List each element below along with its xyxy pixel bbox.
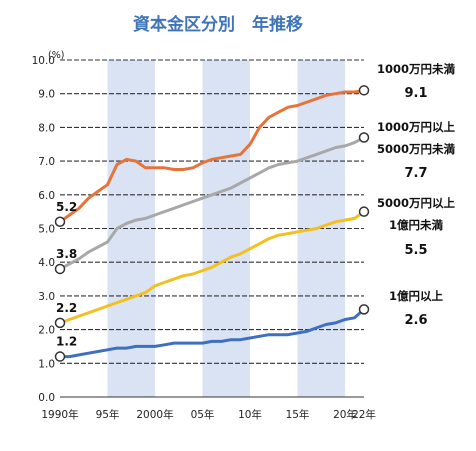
- y-tick-label: 1.0: [38, 358, 55, 370]
- series-line-0: [58, 88, 366, 224]
- x-tick-label: 10年: [238, 408, 262, 421]
- series-labels: 5.2 1000万円未満 9.1 3.8 1000万円以上 5000万円未満 7.7 2.2 5…: [56, 62, 455, 349]
- series-end-point-3: [358, 304, 370, 315]
- series-start-value: 5.2: [56, 200, 77, 214]
- y-tick-label: 4.0: [38, 257, 55, 269]
- series-end-label: 5000万円未満: [377, 142, 456, 156]
- grid-lines: [60, 59, 364, 398]
- x-tick-label: 1990年: [41, 408, 78, 421]
- series-end-point-2: [358, 206, 370, 217]
- series-start-value: 3.8: [56, 247, 77, 261]
- y-tick-label: 0.0: [38, 392, 55, 404]
- series-end-point-0: [358, 85, 370, 96]
- series-start-value: 2.2: [56, 301, 77, 315]
- series-end-label: 1000万円未満: [377, 62, 456, 76]
- series-end-value: 9.1: [404, 86, 427, 101]
- series-start-point-1: [54, 263, 66, 275]
- x-tick-label: 05年: [191, 408, 215, 421]
- series-end-label: 1000万円以上: [377, 120, 456, 134]
- x-tick-label: 2000年: [136, 408, 173, 421]
- y-axis-ticks: 0.0 1.0 2.0 3.0 4.0 5.0 6.0 7.0 8.0 9.0 10.0: [32, 55, 55, 404]
- x-tick-label: 15年: [286, 408, 310, 421]
- y-tick-label: 2.0: [38, 325, 55, 337]
- y-tick-label: 8.0: [38, 122, 55, 134]
- series-start-point-3: [54, 351, 66, 362]
- y-tick-label: 5.0: [38, 224, 55, 236]
- series-end-point-1: [358, 132, 370, 143]
- series-start-value: 1.2: [56, 335, 77, 349]
- series-end-label: 5000万円以上: [377, 196, 456, 210]
- y-axis-unit: (%): [48, 50, 64, 61]
- series-line-3: [58, 307, 366, 359]
- x-tick-label: 20年: [333, 408, 357, 421]
- series-start-point-0: [54, 216, 66, 228]
- series-end-label: 1億円以上: [389, 289, 444, 303]
- series-end-value: 2.6: [404, 313, 427, 328]
- chart-title: 資本金区分別 年推移: [133, 14, 303, 35]
- series-start-point-2: [54, 317, 66, 329]
- x-tick-label: 22年: [352, 408, 376, 421]
- series-line-1: [58, 136, 366, 271]
- series-lines: [54, 85, 370, 362]
- y-tick-label: 3.0: [38, 291, 55, 303]
- y-tick-label: 7.0: [38, 156, 55, 168]
- series-end-label: 1億円未満: [389, 218, 444, 232]
- y-tick-label: 6.0: [38, 190, 55, 202]
- x-tick-label: 95年: [96, 408, 120, 421]
- y-tick-label: 10.0: [32, 55, 55, 67]
- y-tick-label: 9.0: [38, 89, 55, 101]
- series-end-value: 7.7: [404, 166, 427, 181]
- series-end-value: 5.5: [404, 243, 427, 258]
- series-line-2: [58, 210, 366, 325]
